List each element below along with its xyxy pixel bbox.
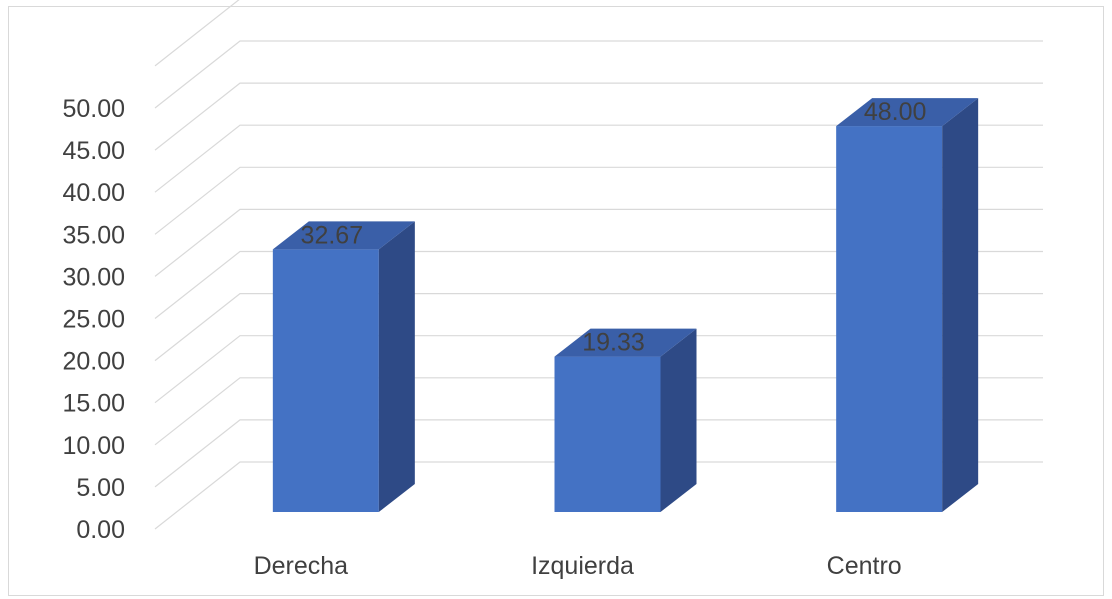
bar-top-derecha (272, 221, 415, 250)
bar-side-derecha (378, 221, 415, 513)
data-label-centro: 48.00 (864, 98, 927, 126)
y-tick-label: 45.00 (62, 137, 125, 165)
x-axis-categories: Derecha Izquierda Centro (254, 552, 902, 580)
x-category-label: Derecha (254, 552, 349, 580)
y-tick-label: 50.00 (62, 95, 125, 123)
gridline (154, 377, 1043, 446)
x-category-label: Izquierda (531, 552, 634, 580)
bar-side-izquierda (660, 328, 697, 512)
bars (272, 98, 979, 513)
gridlines (154, 0, 1043, 530)
gridline (154, 208, 1043, 277)
y-tick-label: 20.00 (62, 348, 125, 376)
gridline (154, 166, 1043, 235)
gridline (154, 293, 1043, 362)
data-label-izquierda: 19.33 (582, 329, 645, 357)
y-tick-label: 40.00 (62, 179, 125, 207)
gridline (154, 124, 1043, 193)
y-axis-ticks: 0.00 5.00 10.00 15.00 20.00 25.00 30.00 35.00 40… (62, 95, 125, 544)
y-tick-label: 30.00 (62, 263, 125, 291)
gridline (154, 0, 240, 67)
x-category-label: Centro (827, 552, 902, 580)
y-tick-label: 10.00 (62, 432, 125, 460)
gridline (154, 250, 1043, 319)
gridline (154, 82, 1043, 151)
bar-centro (836, 126, 943, 512)
data-labels: 32.67 19.33 48.00 (301, 98, 927, 357)
gridline (154, 335, 1043, 404)
bar-derecha (272, 249, 379, 513)
bar-izquierda (554, 356, 661, 512)
bar-top-centro (836, 98, 979, 127)
gridline (154, 40, 1043, 109)
y-tick-label: 0.00 (76, 516, 125, 544)
y-tick-label: 25.00 (62, 306, 125, 334)
bar-side-centro (942, 98, 979, 512)
gridline (154, 419, 1043, 488)
y-tick-label: 5.00 (76, 474, 125, 502)
bar-top-izquierda (554, 328, 697, 357)
y-tick-label: 15.00 (62, 390, 125, 418)
data-label-derecha: 32.67 (301, 221, 364, 249)
y-tick-label: 35.00 (62, 221, 125, 249)
gridline (154, 461, 1043, 530)
